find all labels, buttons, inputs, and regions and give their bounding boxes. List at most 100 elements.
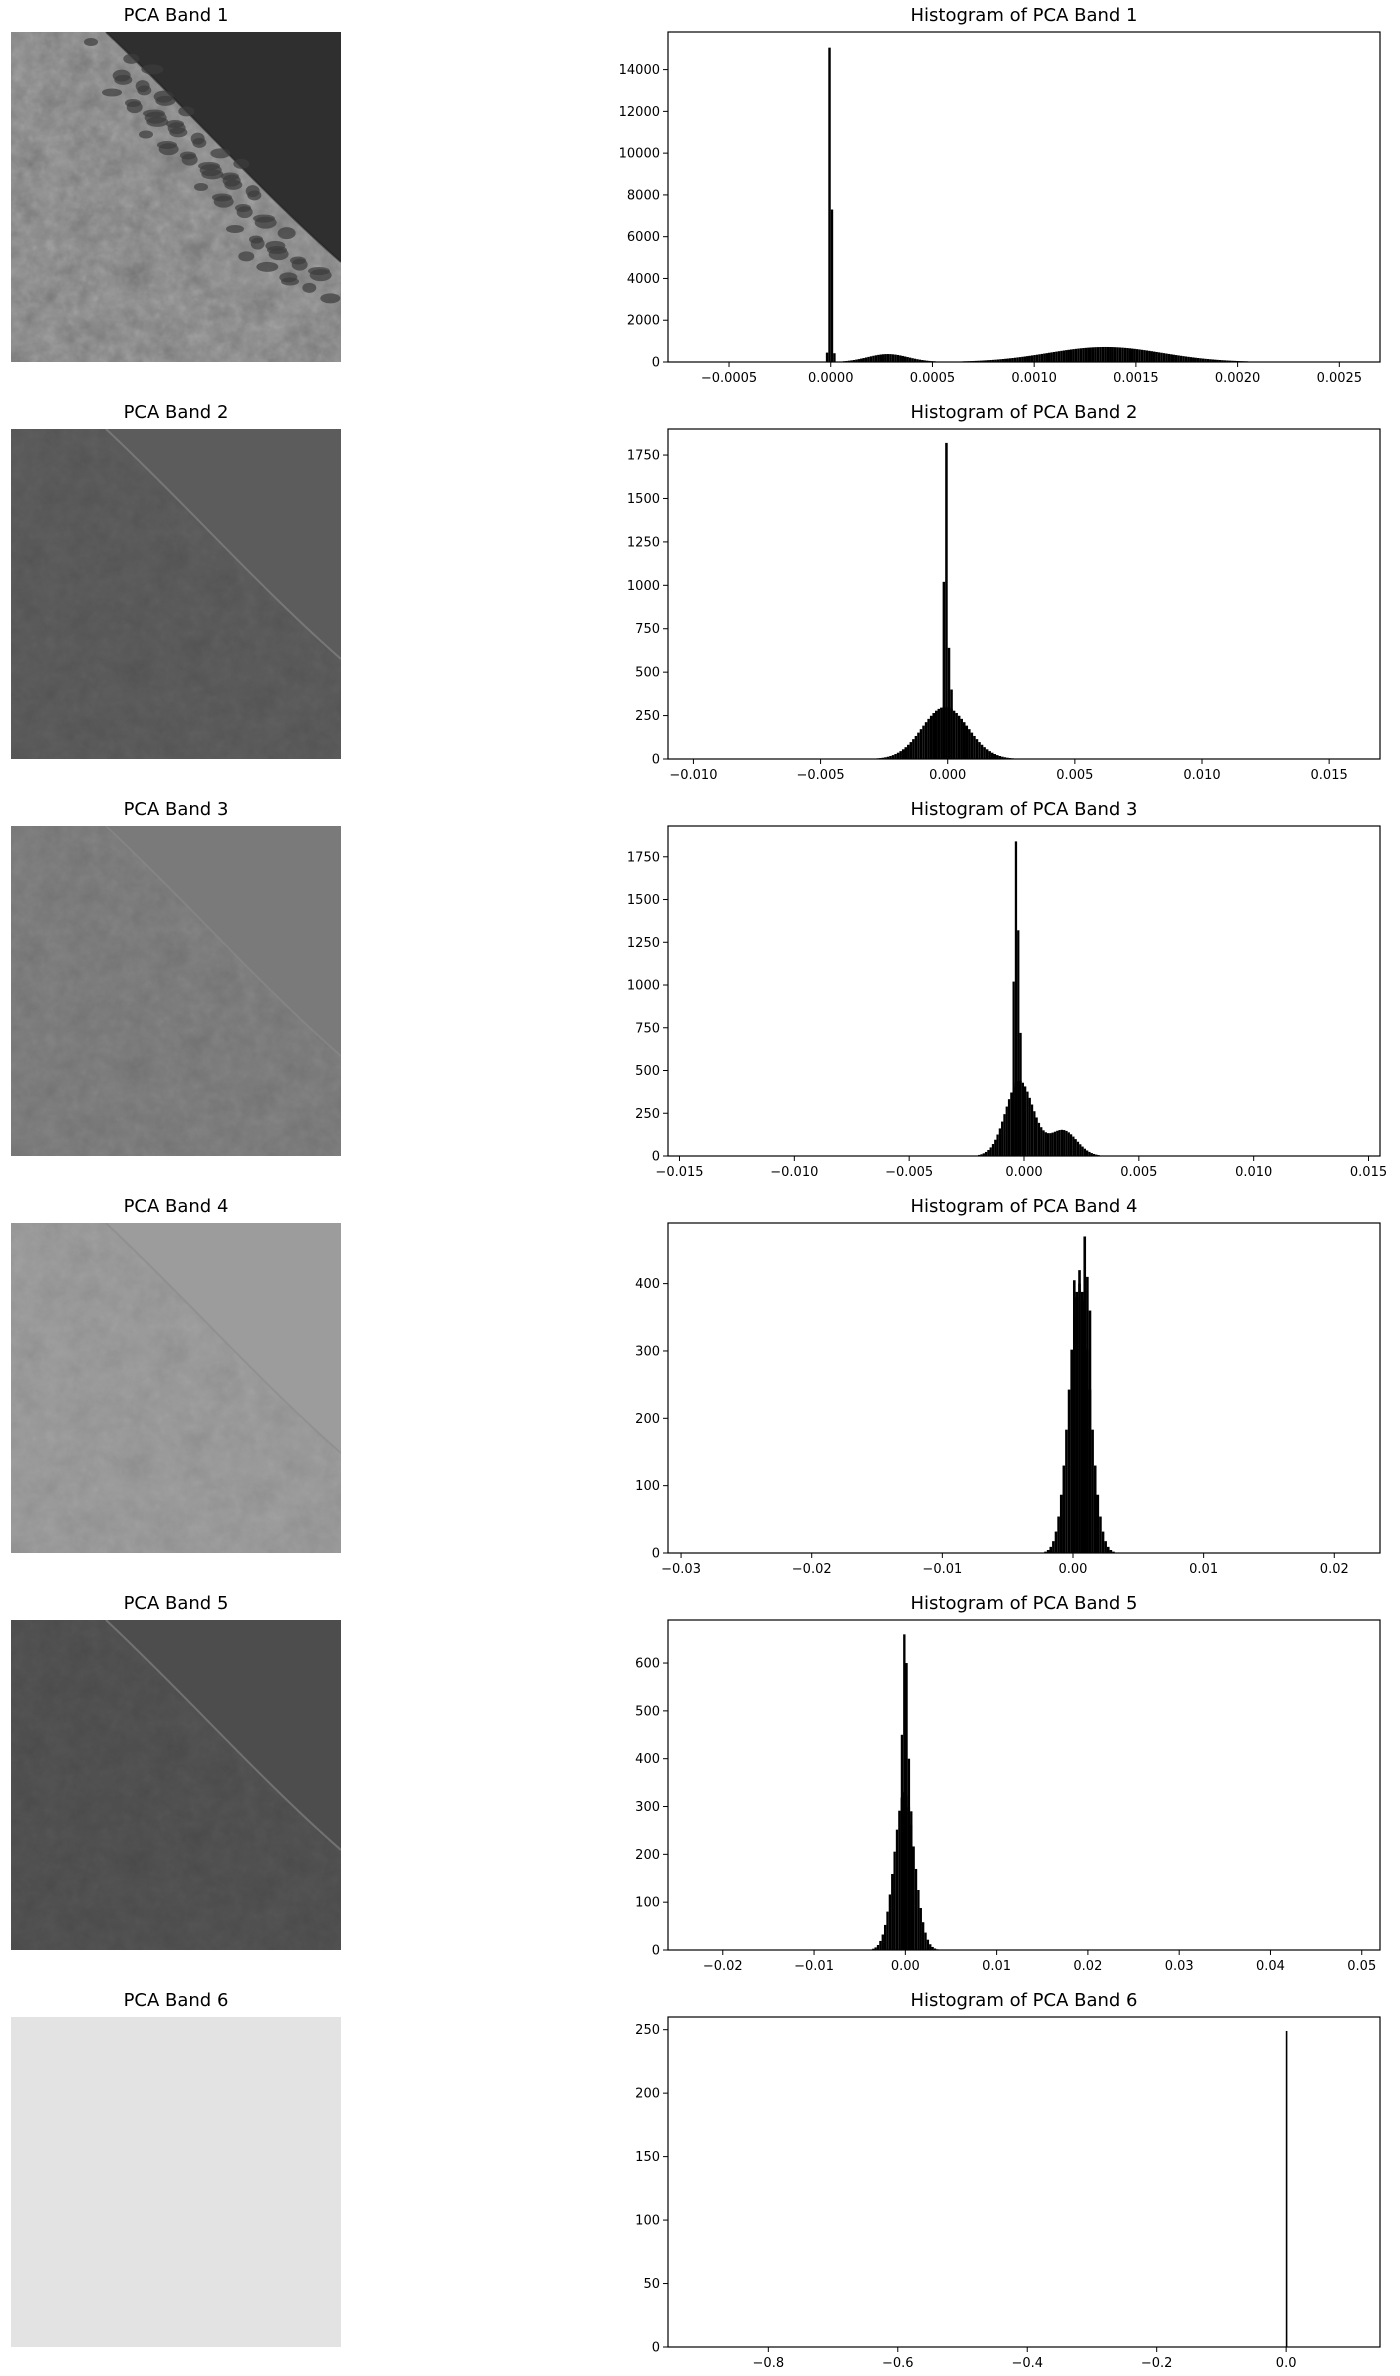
histogram-bar — [919, 1908, 922, 1950]
y-tick-label: 400 — [635, 1277, 660, 1292]
x-tick-label: 0.010 — [1183, 768, 1220, 783]
histogram-bar — [975, 739, 979, 759]
x-tick-label: −0.005 — [885, 1165, 933, 1180]
histogram-bar — [922, 725, 925, 759]
histogram-bar — [1065, 350, 1068, 362]
y-tick-label: 1250 — [627, 936, 660, 951]
histogram-bar — [1016, 357, 1019, 362]
histogram-bar — [1043, 353, 1046, 362]
histogram-bar — [1101, 346, 1105, 362]
histogram-peak-bar — [900, 1734, 904, 1950]
band-5-image — [11, 1620, 341, 1950]
histogram-bar — [1121, 347, 1124, 362]
histogram-bar — [952, 710, 956, 759]
histogram-bar — [903, 356, 907, 362]
histogram-bar — [894, 754, 897, 759]
histogram-bar — [917, 732, 920, 759]
y-tick-label: 750 — [635, 622, 660, 637]
histogram-bar — [1226, 360, 1229, 362]
histogram-2-bars — [876, 442, 1014, 759]
histogram-bar — [1060, 350, 1063, 362]
band-3-image — [11, 826, 341, 1156]
band-4-title: PCA Band 4 — [123, 1196, 229, 1217]
histogram-bar — [1138, 349, 1141, 362]
histogram-bar — [901, 355, 904, 362]
histogram-bar — [877, 354, 880, 362]
histogram-bar — [1089, 347, 1092, 362]
histogram-bar — [994, 359, 997, 362]
histogram-bar — [1044, 1551, 1047, 1553]
histogram-1-title: Histogram of PCA Band 1 — [910, 5, 1138, 26]
histogram-bar — [1013, 357, 1017, 362]
histogram-bar — [1106, 346, 1110, 362]
histogram-bar — [937, 708, 941, 759]
histogram-bar — [1174, 355, 1178, 362]
histogram-bar — [1072, 349, 1075, 362]
histogram-bar — [876, 1944, 880, 1950]
y-tick-label: 500 — [635, 1064, 660, 1079]
histogram-6: −0.8 −0.6 −0.4 −0.2 0.0 0 50 100 150 200 250 — [635, 2016, 1381, 2371]
histogram-bar — [1006, 358, 1009, 362]
histogram-bar — [1216, 359, 1219, 362]
histogram-bar — [993, 754, 997, 759]
histogram-bar — [914, 735, 918, 759]
histogram-peak-bar — [1285, 2030, 1288, 2347]
y-tick-label: 100 — [635, 2214, 660, 2229]
x-tick-label: −0.8 — [753, 2356, 785, 2371]
histogram-bar — [879, 354, 883, 362]
histogram-bar — [1109, 347, 1112, 362]
histogram-bar — [1088, 1151, 1091, 1156]
histogram-bar — [1209, 359, 1212, 362]
histogram-bar — [982, 1153, 985, 1156]
x-tick-label: 0.0020 — [1215, 371, 1261, 386]
histogram-bar — [1155, 351, 1158, 362]
histogram-bar — [1079, 348, 1083, 362]
x-tick-label: 0.010 — [1235, 1165, 1272, 1180]
histogram-bar — [1111, 347, 1114, 362]
histogram-bar — [1052, 351, 1056, 362]
histogram-bar — [881, 757, 885, 759]
histogram-bar — [872, 1948, 875, 1950]
histogram-bar — [921, 360, 924, 362]
histogram-bar — [909, 742, 913, 759]
histogram-bar — [1040, 353, 1044, 362]
histogram-peak-bar — [828, 47, 831, 363]
histogram-bar — [957, 715, 961, 759]
histogram-bar — [1133, 348, 1136, 362]
histogram-bar — [1057, 351, 1061, 362]
y-tick-label: 0 — [652, 1150, 660, 1165]
histogram-bar — [1021, 1082, 1024, 1156]
histogram-bar — [1003, 1114, 1006, 1156]
histogram-bar — [1065, 1429, 1068, 1553]
histogram-bar — [886, 354, 890, 362]
histogram-bar — [932, 713, 935, 759]
x-tick-label: −0.0005 — [701, 371, 757, 386]
x-tick-label: 0.01 — [982, 1959, 1011, 1974]
histogram-bar — [1074, 1139, 1077, 1156]
histogram-bar — [891, 755, 895, 759]
histogram-bar — [1026, 1091, 1029, 1156]
histogram-bar — [1204, 358, 1207, 362]
histogram-bar — [1049, 1546, 1053, 1553]
histogram-bar — [1082, 348, 1085, 362]
histogram-bar — [917, 1890, 920, 1950]
histogram-bar — [1058, 1130, 1061, 1156]
x-tick-label: −0.02 — [792, 1562, 832, 1577]
histogram-bar — [879, 1940, 882, 1950]
x-tick-label: 0.0010 — [1011, 371, 1057, 386]
histogram-bar — [924, 722, 928, 759]
histogram-bar — [1067, 1389, 1071, 1553]
histogram-bar — [982, 360, 985, 362]
y-tick-label: 10000 — [619, 147, 660, 162]
x-tick-label: −0.2 — [1141, 2356, 1173, 2371]
histogram-bar — [1044, 1132, 1047, 1156]
histogram-bar — [990, 752, 994, 759]
x-tick-label: −0.005 — [797, 768, 845, 783]
y-tick-label: 1750 — [627, 449, 660, 464]
histogram-bar — [1001, 359, 1005, 362]
histogram-bar — [1069, 349, 1073, 362]
histogram-bar — [983, 747, 986, 759]
histogram-bar — [913, 358, 917, 362]
histogram-bar — [1067, 349, 1070, 362]
histogram-bar — [1148, 350, 1151, 362]
